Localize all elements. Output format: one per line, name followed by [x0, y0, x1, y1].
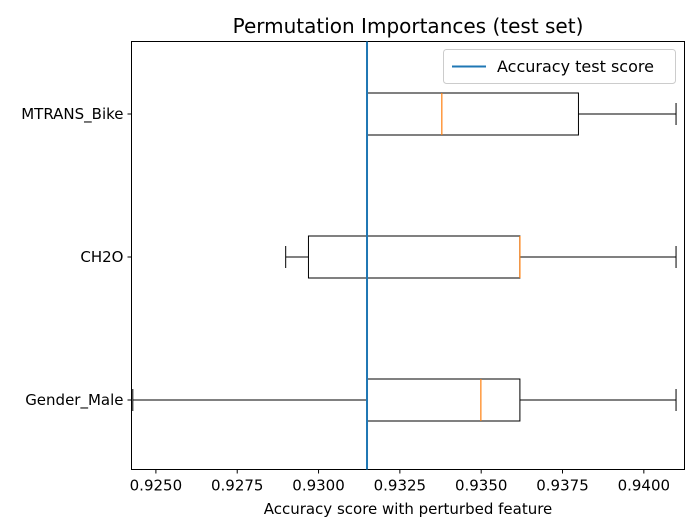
x-tick-label: 0.9300: [292, 477, 345, 495]
legend-frame: [443, 49, 676, 84]
y-tick-label: MTRANS_Bike: [21, 105, 123, 124]
x-tick-label: 0.9325: [374, 477, 427, 495]
box-iqr: [307, 235, 521, 279]
legend-label: Accuracy test score: [497, 57, 654, 76]
box-iqr: [366, 92, 579, 136]
x-axis-label: Accuracy score with perturbed feature: [264, 500, 553, 518]
x-tick-label: 0.9375: [536, 477, 589, 495]
boxplot-gender-male: [132, 378, 677, 422]
y-tick-label: Gender_Male: [25, 391, 123, 410]
boxplot-ch2o: [285, 235, 677, 279]
x-tick-label: 0.9250: [130, 477, 183, 495]
x-tick-label: 0.9275: [211, 477, 264, 495]
plot-area: [131, 41, 685, 470]
box-iqr: [366, 378, 521, 422]
chart-title: Permutation Importances (test set): [233, 14, 584, 38]
x-tick-label: 0.9350: [455, 477, 508, 495]
x-tick-label: 0.9400: [618, 477, 671, 495]
y-tick-label: CH2O: [80, 248, 123, 266]
legend: Accuracy test score: [443, 49, 676, 84]
boxplot-mtrans-bike: [366, 92, 677, 136]
